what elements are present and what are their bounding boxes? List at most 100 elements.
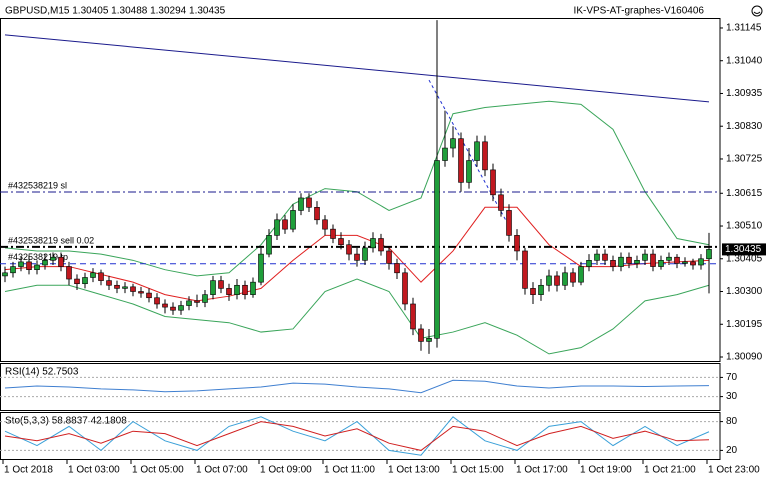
candle-body: [50, 256, 56, 261]
candle-body: [66, 266, 72, 280]
candle-body: [186, 300, 192, 306]
candle-body: [586, 260, 592, 267]
candle-body: [650, 253, 656, 267]
candle-body: [10, 266, 16, 274]
candle-body: [354, 253, 360, 261]
candle-body: [234, 284, 240, 295]
candle-body: [394, 263, 400, 274]
candle-body: [674, 256, 680, 264]
candle-body: [498, 194, 504, 211]
trend-line: [428, 79, 510, 227]
candle-body: [642, 253, 648, 261]
candle-body: [82, 277, 88, 285]
x-tick-label: 1 Oct 07:00: [196, 465, 248, 476]
last-price-label: 1.30435: [725, 244, 762, 255]
y-tick-label: 1.30090: [726, 352, 763, 363]
y-tick-label: 1.30725: [726, 154, 763, 165]
smiley-icon: [751, 5, 763, 17]
y-tick-label: 30: [726, 391, 738, 402]
chart-subtitle: IK-VPS-AT-graphes-V160406: [574, 6, 705, 17]
order-label: #432538219 sell 0.02: [8, 235, 94, 245]
candle-body: [706, 249, 712, 260]
candle-body: [698, 258, 704, 266]
candle-body: [538, 284, 544, 295]
panel-frame: [0, 412, 721, 460]
candle-body: [474, 141, 480, 161]
indicator-line: [4, 379, 710, 394]
x-tick-label: 1 Oct 2018: [4, 465, 53, 476]
candle-body: [42, 260, 48, 266]
x-tick-label: 1 Oct 23:00: [708, 465, 760, 476]
indicator-line: [4, 278, 710, 355]
candle-body: [434, 160, 440, 339]
x-tick-label: 1 Oct 17:00: [516, 465, 568, 476]
candle-body: [402, 272, 408, 305]
candle-body: [170, 306, 176, 311]
candle-body: [362, 247, 368, 261]
candle-body: [530, 288, 536, 295]
candle-body: [522, 250, 528, 289]
x-tick-label: 1 Oct 15:00: [452, 465, 504, 476]
candle-body: [626, 256, 632, 264]
candle-body: [378, 238, 384, 252]
x-tick-label: 1 Oct 03:00: [68, 465, 120, 476]
x-tick-label: 1 Oct 13:00: [388, 465, 440, 476]
candle-body: [370, 238, 376, 249]
x-tick-label: 1 Oct 09:00: [260, 465, 312, 476]
candle-body: [506, 210, 512, 236]
candle-body: [314, 207, 320, 221]
candle-body: [274, 219, 280, 236]
candle-body: [34, 264, 40, 270]
panel-frame: [0, 363, 721, 411]
x-tick-label: 1 Oct 21:00: [644, 465, 696, 476]
candle-body: [2, 272, 8, 277]
candle-body: [658, 260, 664, 267]
candle-body: [194, 300, 200, 303]
candle-body: [418, 328, 424, 342]
chart-title: GBPUSD,M15 1.30405 1.30488 1.30294 1.304…: [5, 6, 226, 17]
candle-body: [450, 138, 456, 149]
candle-body: [514, 235, 520, 252]
candle-body: [570, 272, 576, 283]
candle-body: [130, 286, 136, 292]
last-price-box: [722, 243, 766, 256]
indicator-line: [4, 416, 710, 456]
candle-body: [338, 238, 344, 246]
candle-body: [690, 261, 696, 266]
candle-body: [546, 275, 552, 286]
candle-body: [386, 250, 392, 264]
candle-body: [602, 253, 608, 261]
smiley-mouth: [753, 11, 761, 14]
candle-body: [490, 169, 496, 196]
candle-body: [242, 284, 248, 295]
y-tick-label: 1.30935: [726, 88, 763, 99]
candle-body: [266, 235, 272, 255]
candle-body: [146, 292, 152, 299]
candle-body: [138, 291, 144, 294]
candle-body: [554, 275, 560, 286]
indicator-title: Sto(5,3,3) 58.8837 42.1808: [5, 416, 127, 427]
y-tick-label: 1.30830: [726, 121, 763, 132]
trend-line: [4, 34, 710, 103]
candle-body: [154, 297, 160, 305]
candle-body: [594, 253, 600, 261]
candle-body: [226, 288, 232, 295]
y-tick-label: 1.30615: [726, 188, 763, 199]
y-tick-label: 1.31145: [726, 23, 762, 34]
candle-body: [98, 272, 104, 281]
candle-body: [682, 261, 688, 264]
y-tick-label: 1.30405: [726, 253, 763, 264]
x-tick-label: 1 Oct 11:00: [324, 465, 375, 476]
panel-frame: [0, 18, 721, 362]
candle-body: [74, 278, 80, 285]
order-label: #432538219 tp: [8, 252, 68, 262]
candle-body: [114, 284, 120, 289]
candle-body: [258, 253, 264, 283]
candle-body: [290, 210, 296, 230]
candle-body: [410, 303, 416, 330]
candle-body: [210, 280, 216, 295]
candle-body: [106, 280, 112, 286]
y-tick-label: 1.31040: [726, 55, 763, 66]
candle-body: [162, 303, 168, 308]
